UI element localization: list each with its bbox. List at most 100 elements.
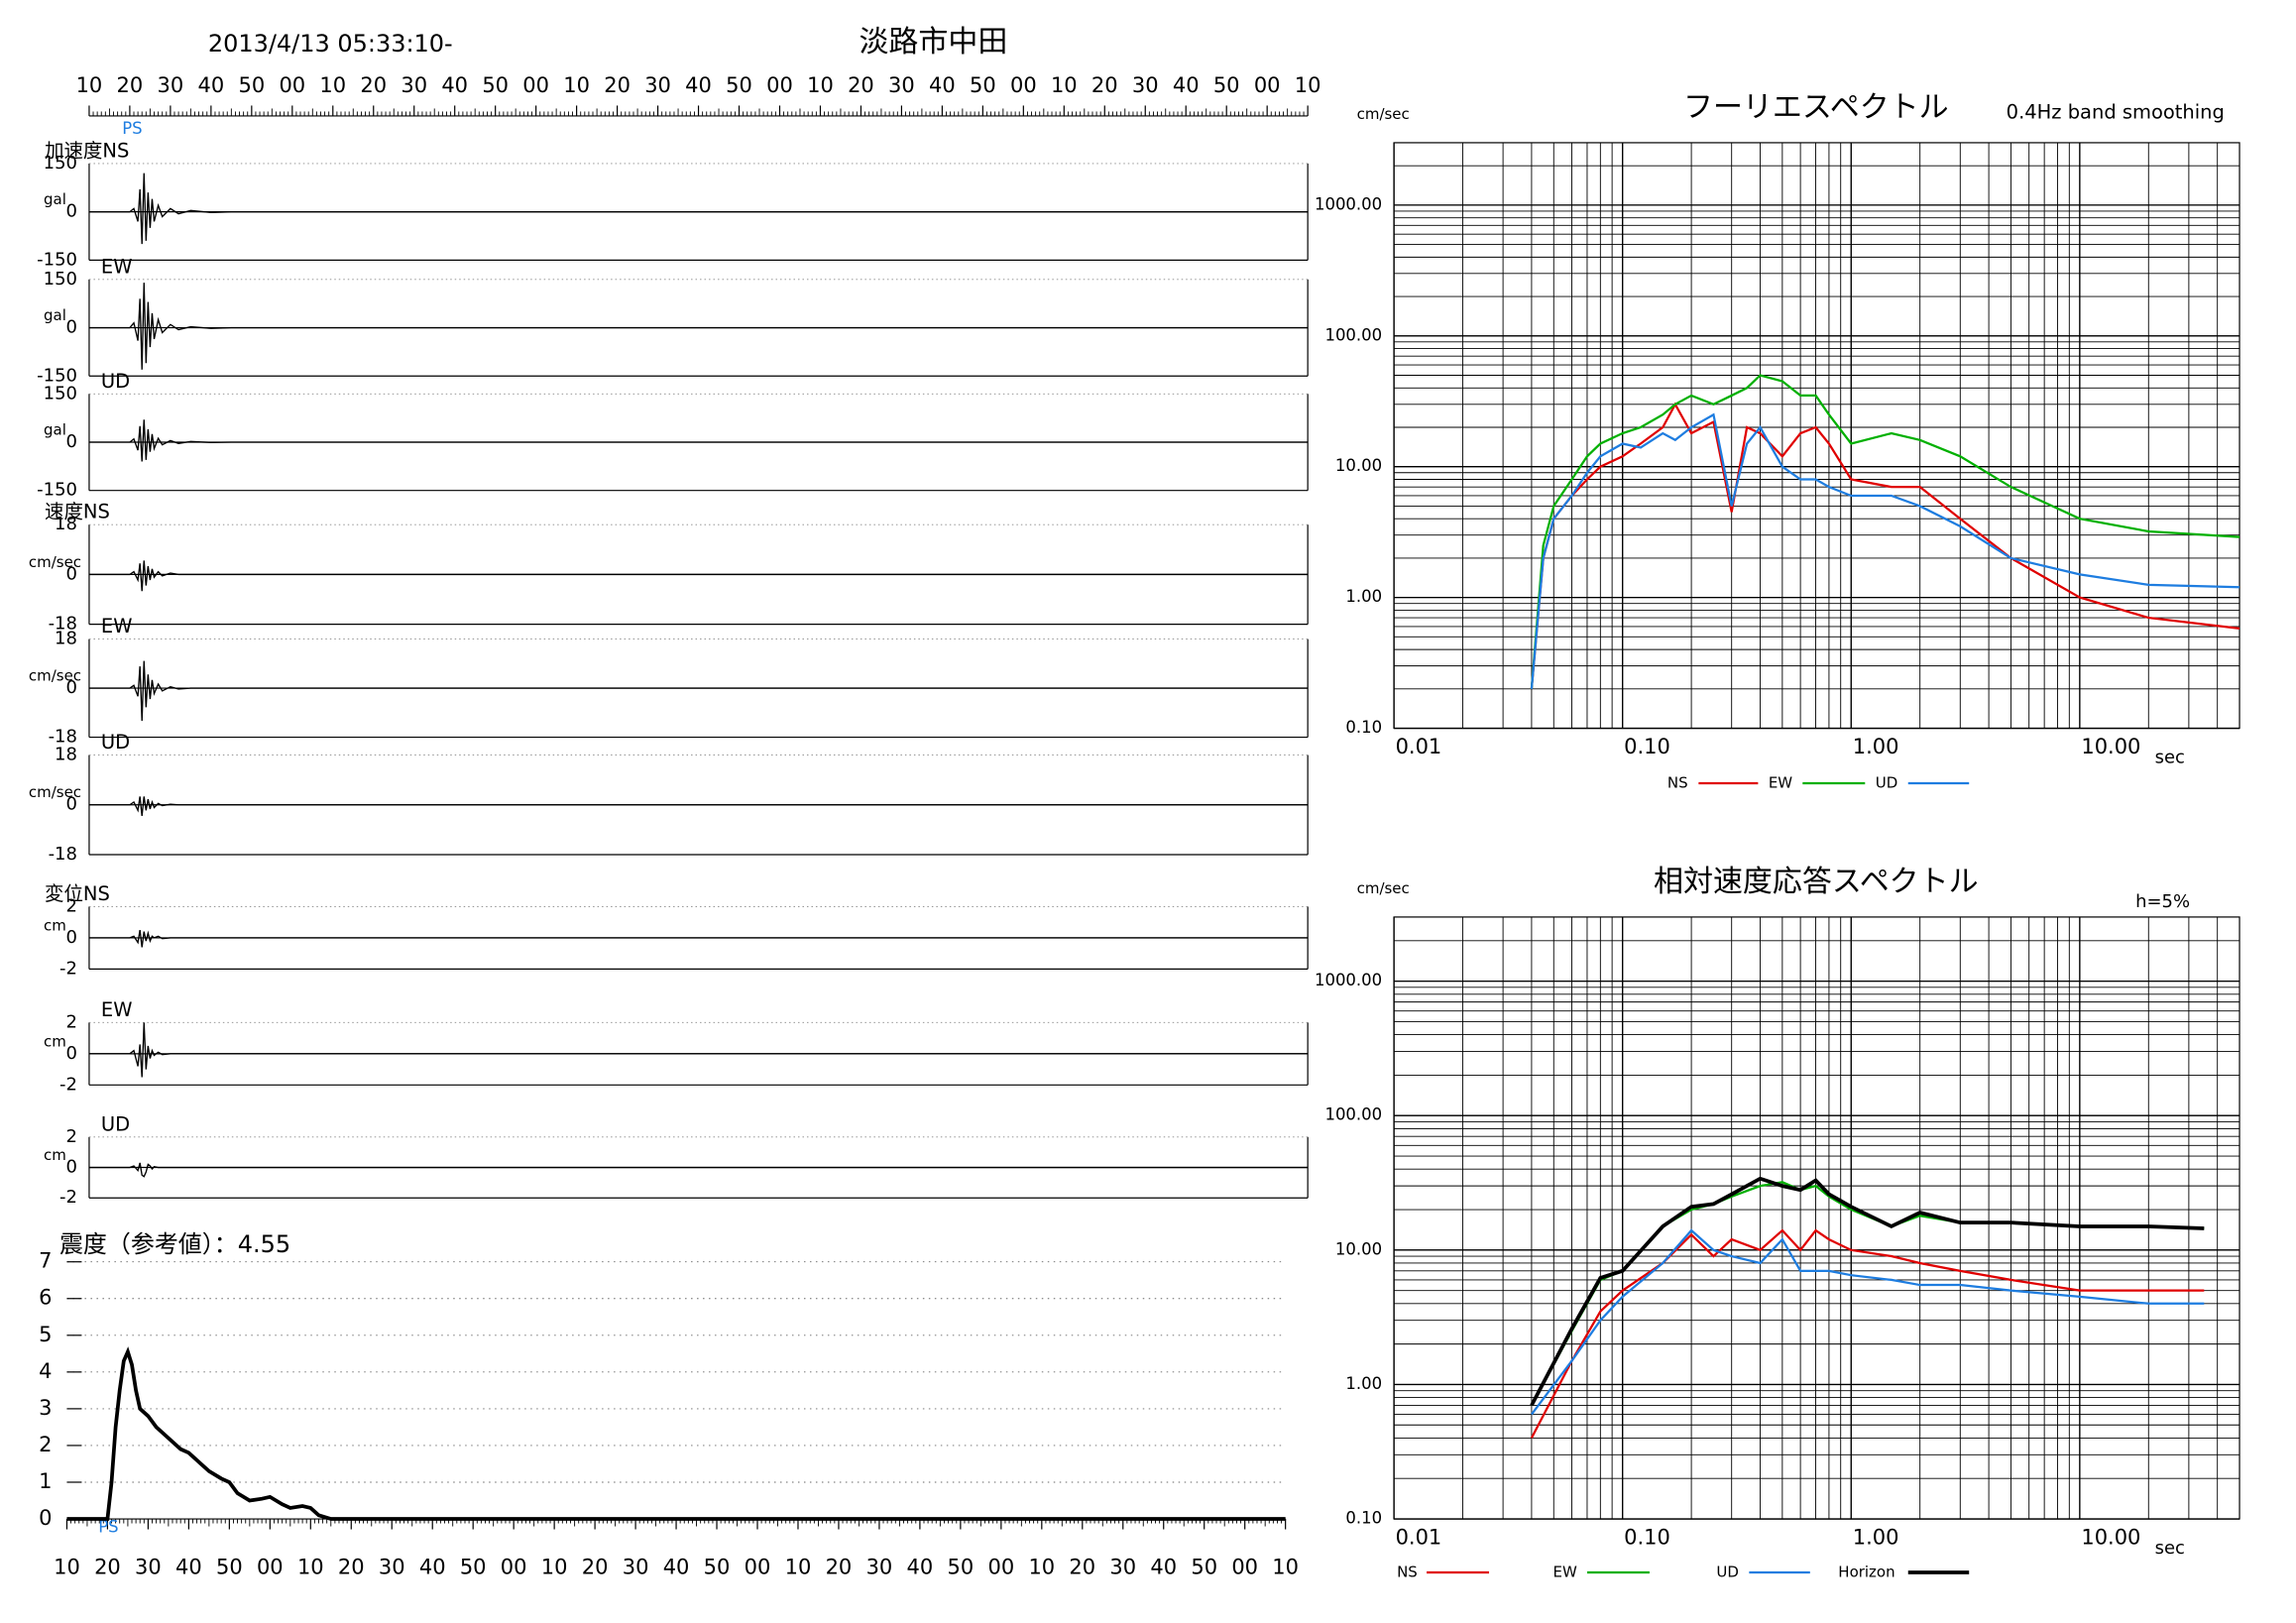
y-tick-label: 18 bbox=[55, 745, 77, 765]
series-line bbox=[1530, 374, 2240, 689]
time-tick-label: 00 bbox=[766, 73, 793, 97]
time-tick-label: 30 bbox=[1132, 73, 1159, 97]
series-line bbox=[1530, 1176, 2205, 1407]
waveform bbox=[88, 419, 1309, 462]
time-tick-label: 40 bbox=[441, 73, 468, 97]
y-tick-label: 7 bbox=[39, 1249, 52, 1273]
intensity-title: 震度（参考値）：4.55 bbox=[59, 1230, 290, 1258]
y-tick-label: 3 bbox=[39, 1396, 52, 1420]
time-tick-label: 40 bbox=[1173, 73, 1200, 97]
panel-label: UD bbox=[101, 370, 130, 393]
station-name: 淡路市中田 bbox=[859, 25, 1007, 59]
y-tick-label: -150 bbox=[37, 249, 77, 270]
series-line bbox=[1530, 1228, 2205, 1439]
legend-label: NS bbox=[1667, 774, 1688, 792]
y-tick-label: 150 bbox=[44, 269, 77, 290]
ps-marker: PS bbox=[98, 1518, 118, 1537]
series-line bbox=[1531, 1228, 2205, 1416]
y-tick-label: 10.00 bbox=[1335, 456, 1382, 475]
y-tick-label: 2 bbox=[66, 895, 77, 916]
time-tick-label: 10 bbox=[1051, 73, 1078, 97]
time-tick-label: 20 bbox=[360, 73, 387, 97]
legend-label: NS bbox=[1397, 1564, 1418, 1581]
y-tick-label: 18 bbox=[55, 514, 77, 534]
y-tick-label: 1 bbox=[39, 1469, 52, 1493]
chart-subtitle: 0.4Hz band smoothing bbox=[2007, 100, 2225, 123]
time-tick-label: 10 bbox=[1295, 73, 1321, 97]
y-tick-label: 1.00 bbox=[1345, 1374, 1382, 1393]
legend-label: UD bbox=[1876, 774, 1898, 792]
y-tick-label: -2 bbox=[59, 1187, 77, 1208]
y-tick-label: 6 bbox=[39, 1286, 52, 1310]
y-axis-label: cm/sec bbox=[1357, 879, 1410, 897]
time-tick-label: 30 bbox=[866, 1556, 893, 1579]
time-tick-label: 10 bbox=[785, 1556, 812, 1579]
y-tick-label: -150 bbox=[37, 480, 77, 501]
y-tick-label: 18 bbox=[55, 629, 77, 649]
x-tick-label: 1.00 bbox=[1853, 1526, 1899, 1550]
time-tick-label: 30 bbox=[1109, 1556, 1136, 1579]
unit-label: cm/sec bbox=[29, 783, 81, 801]
time-tick-label: 30 bbox=[379, 1556, 405, 1579]
intensity-line bbox=[66, 1346, 1286, 1521]
time-tick-label: 30 bbox=[158, 73, 184, 97]
time-tick-label: 20 bbox=[117, 73, 144, 97]
y-tick-label: 5 bbox=[39, 1323, 52, 1346]
chart-title: 相対速度応答スペクトル bbox=[1654, 865, 1979, 899]
y-tick-label: 10.00 bbox=[1335, 1239, 1382, 1258]
y-tick-label: 2 bbox=[66, 1126, 77, 1147]
time-tick-label: 30 bbox=[888, 73, 915, 97]
y-tick-label: 0.10 bbox=[1345, 1509, 1382, 1528]
x-tick-label: 10.00 bbox=[2081, 1526, 2140, 1550]
x-axis-label: sec bbox=[2155, 748, 2185, 768]
panel-label: UD bbox=[101, 731, 130, 754]
time-tick-label: 50 bbox=[482, 73, 509, 97]
y-tick-label: 150 bbox=[44, 383, 77, 404]
y-tick-label: 100.00 bbox=[1324, 1105, 1382, 1124]
plot-frame bbox=[1393, 916, 2240, 1520]
time-tick-label: 00 bbox=[257, 1556, 284, 1579]
time-tick-label: 30 bbox=[623, 1556, 649, 1579]
time-tick-label: 00 bbox=[1254, 73, 1281, 97]
y-tick-label: 1.00 bbox=[1345, 587, 1382, 606]
unit-label: cm bbox=[44, 1032, 66, 1050]
y-tick-label: 100.00 bbox=[1324, 325, 1382, 344]
time-tick-label: 50 bbox=[726, 73, 752, 97]
series-line bbox=[1530, 412, 2240, 689]
legend-label: EW bbox=[1769, 774, 1792, 792]
time-tick-label: 10 bbox=[541, 1556, 568, 1579]
y-tick-label: 0 bbox=[66, 1043, 77, 1064]
y-tick-label: 150 bbox=[44, 153, 77, 174]
time-tick-label: 20 bbox=[94, 1556, 121, 1579]
time-tick-label: 10 bbox=[54, 1556, 80, 1579]
time-tick-label: 40 bbox=[929, 73, 956, 97]
time-tick-label: 50 bbox=[1213, 73, 1240, 97]
unit-label: cm/sec bbox=[29, 667, 81, 685]
time-tick-label: 50 bbox=[216, 1556, 243, 1579]
time-tick-label: 20 bbox=[604, 73, 631, 97]
time-tick-label: 50 bbox=[948, 1556, 975, 1579]
time-tick-label: 40 bbox=[907, 1556, 934, 1579]
y-tick-label: 2 bbox=[39, 1433, 52, 1456]
y-tick-label: -18 bbox=[49, 614, 77, 635]
waveform bbox=[88, 283, 1309, 370]
time-tick-label: 30 bbox=[135, 1556, 162, 1579]
waveform bbox=[88, 660, 1309, 722]
time-tick-label: 00 bbox=[1010, 73, 1037, 97]
y-tick-label: 4 bbox=[39, 1359, 52, 1383]
unit-label: gal bbox=[44, 190, 66, 208]
time-tick-label: 50 bbox=[238, 73, 265, 97]
y-tick-label: 2 bbox=[66, 1011, 77, 1032]
time-tick-label: 40 bbox=[419, 1556, 446, 1579]
panel-label: EW bbox=[101, 615, 133, 638]
y-tick-label: 0 bbox=[66, 317, 77, 338]
y-tick-label: -18 bbox=[49, 727, 77, 748]
x-tick-label: 0.10 bbox=[1624, 1526, 1670, 1550]
time-tick-label: 20 bbox=[848, 73, 874, 97]
x-tick-label: 10.00 bbox=[2081, 735, 2140, 758]
x-axis-label: sec bbox=[2155, 1538, 2185, 1559]
y-tick-label: 0.10 bbox=[1345, 718, 1382, 737]
waveform bbox=[88, 1022, 1309, 1078]
